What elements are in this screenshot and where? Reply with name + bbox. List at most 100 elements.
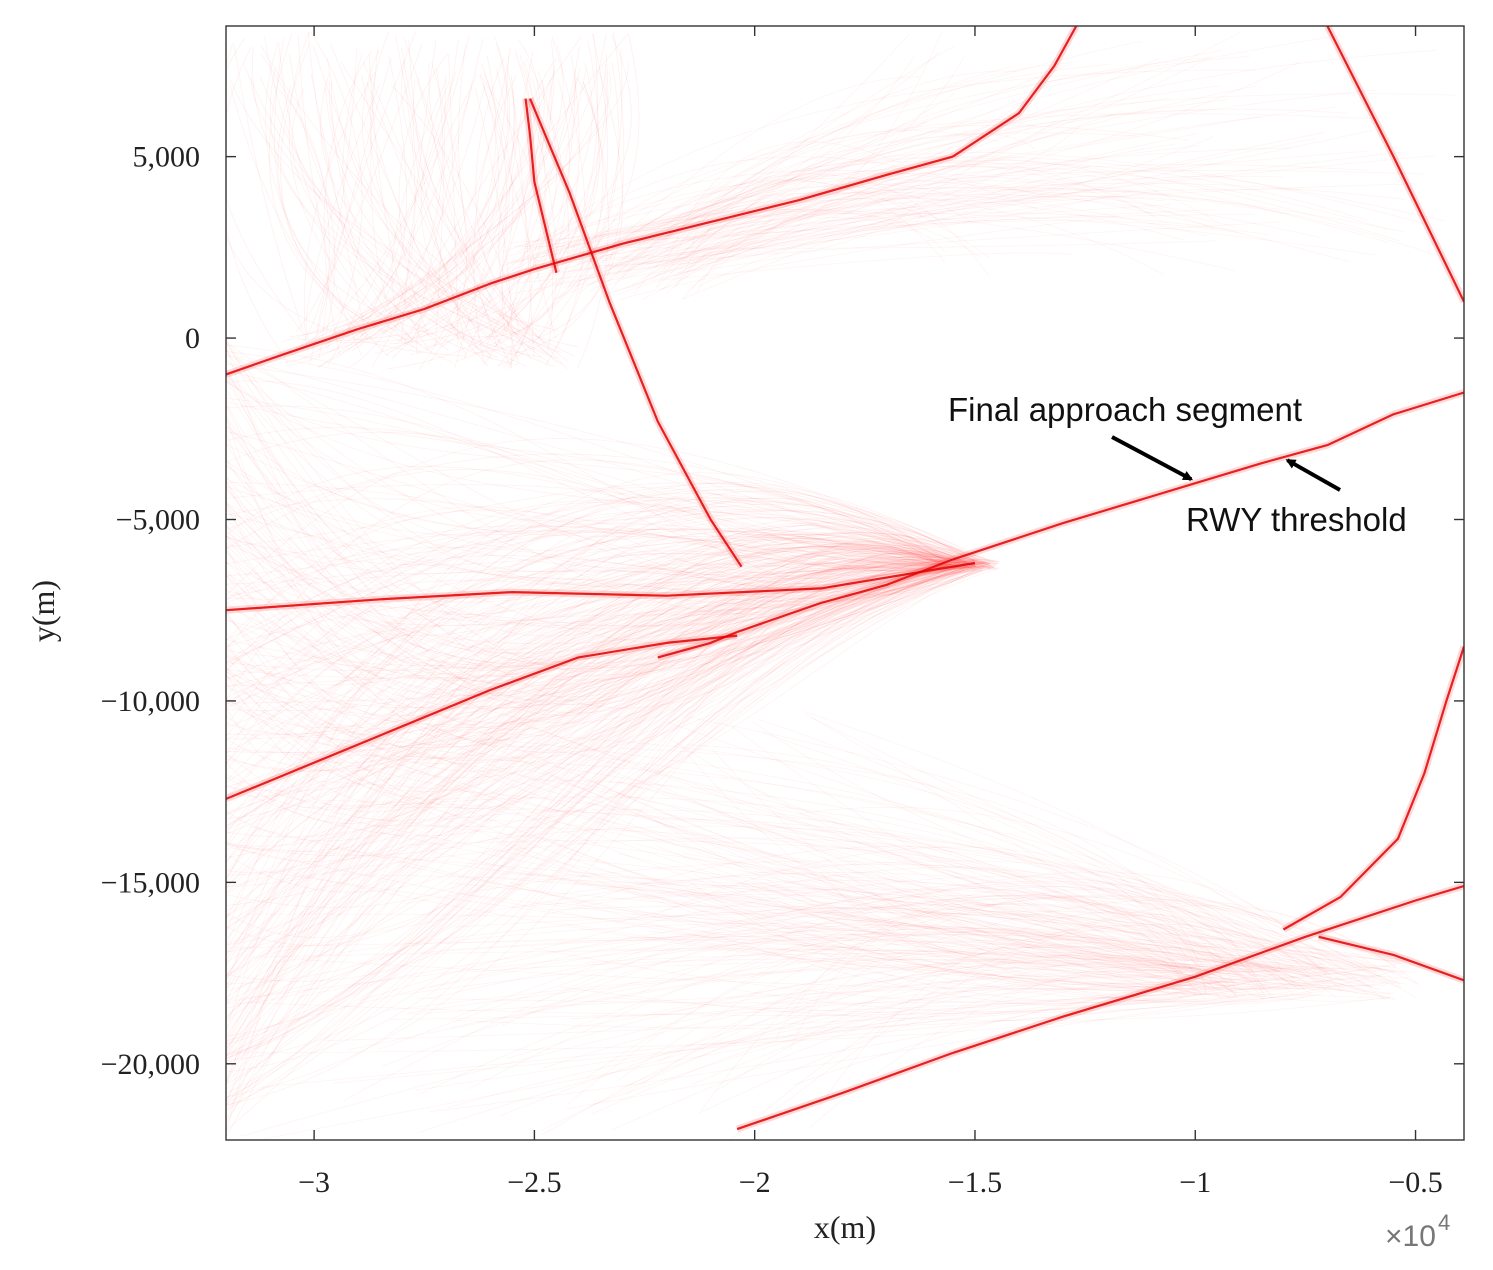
haze-trace <box>226 503 945 706</box>
haze-trace <box>226 561 950 731</box>
haze-trace <box>226 432 1000 730</box>
haze-trace <box>799 806 1386 1000</box>
haze-trace <box>317 39 540 369</box>
haze-trace <box>226 531 970 1044</box>
haze-trace <box>226 546 942 987</box>
haze-trace <box>326 847 1213 983</box>
haze-trace <box>226 536 946 669</box>
haze-trace <box>226 363 947 561</box>
haze-trace <box>226 431 975 566</box>
haze-trace <box>226 415 964 714</box>
haze-trace <box>226 528 986 710</box>
haze-trace <box>226 568 966 671</box>
haze-trace <box>699 964 1305 1114</box>
haze-trace <box>545 83 604 367</box>
haze-trace <box>226 567 985 726</box>
haze-trace <box>403 37 531 332</box>
haze-trace <box>604 165 1091 267</box>
haze-trace <box>226 403 966 622</box>
haze-trace <box>542 974 1369 1069</box>
haze-trace <box>226 532 996 976</box>
haze-trace <box>260 963 1250 1140</box>
haze-trace <box>226 564 976 923</box>
haze-trace <box>226 559 963 779</box>
haze-trace <box>260 54 336 334</box>
y-tick-label: −15,000 <box>101 866 200 899</box>
haze-trace <box>568 113 1374 266</box>
trajectory-line <box>657 630 738 659</box>
haze-trace <box>226 518 975 797</box>
haze-trace <box>655 782 1374 1002</box>
haze-trace <box>604 779 1251 974</box>
haze-trace <box>378 885 1236 1050</box>
haze-trace <box>310 32 640 343</box>
haze-trace <box>625 888 1223 1096</box>
haze-trace <box>449 784 1368 980</box>
trajectory-line <box>1282 646 1464 931</box>
haze-trace <box>484 70 587 364</box>
haze-trace <box>226 562 951 783</box>
haze-trace <box>226 481 984 849</box>
haze-trace <box>226 552 953 1062</box>
haze-trace <box>613 209 1217 243</box>
haze-trace <box>226 354 974 590</box>
haze-trace <box>234 939 1376 983</box>
haze-trace <box>410 922 1299 979</box>
haze-trace <box>312 44 520 335</box>
haze-trace <box>226 389 970 666</box>
haze-trace <box>226 528 973 1031</box>
haze-trace <box>770 914 1257 1115</box>
haze-trace <box>716 924 1273 1092</box>
haze-trace <box>226 562 958 711</box>
haze-trace <box>226 500 944 671</box>
haze-trace <box>226 488 949 650</box>
haze-trace <box>646 190 1160 265</box>
haze-trace <box>570 976 1221 1020</box>
haze-trace <box>556 871 1197 979</box>
haze-trace <box>511 871 1234 981</box>
haze-trace <box>226 542 974 991</box>
haze-trace <box>320 799 1199 966</box>
haze-trace <box>556 147 1292 273</box>
haze-trace <box>226 535 983 669</box>
haze-trace <box>510 186 1405 263</box>
haze-trace <box>722 895 1237 997</box>
haze-trace <box>447 993 1397 1109</box>
haze-trace <box>226 560 990 1045</box>
haze-trace <box>226 442 995 667</box>
haze-trace <box>515 721 1265 1000</box>
haze-trace <box>226 528 953 799</box>
haze-trace <box>309 57 392 364</box>
haze-trace <box>824 944 1219 1002</box>
haze-trace <box>598 133 1036 255</box>
haze-trace <box>226 506 984 664</box>
haze-trace <box>226 536 992 824</box>
haze-trace <box>764 969 1409 1006</box>
haze-trace <box>248 825 1279 990</box>
haze-trace <box>291 87 546 353</box>
haze-trace <box>226 560 944 626</box>
haze-trace <box>429 910 1331 989</box>
haze-trace <box>226 569 979 1098</box>
haze-trace <box>226 563 957 827</box>
haze-trace <box>226 425 958 567</box>
haze-trace <box>226 562 965 696</box>
haze-trace <box>226 565 989 888</box>
haze-trace <box>539 836 1308 1002</box>
haze-trace <box>226 516 950 699</box>
haze-trace <box>641 198 938 263</box>
haze-trace <box>226 540 972 637</box>
haze-trace <box>487 33 608 347</box>
haze-trace <box>509 881 1243 991</box>
haze-trace <box>226 568 941 917</box>
haze-trace <box>226 564 962 863</box>
haze-trace <box>378 831 1417 973</box>
haze-trace <box>417 930 1237 1096</box>
haze-trace <box>226 359 955 576</box>
haze-trace <box>385 962 1345 1012</box>
haze-trace <box>226 490 992 883</box>
haze-trace <box>226 427 964 571</box>
haze-trace <box>620 748 1207 996</box>
haze-trace <box>621 887 1323 1005</box>
haze-trace <box>226 568 965 682</box>
